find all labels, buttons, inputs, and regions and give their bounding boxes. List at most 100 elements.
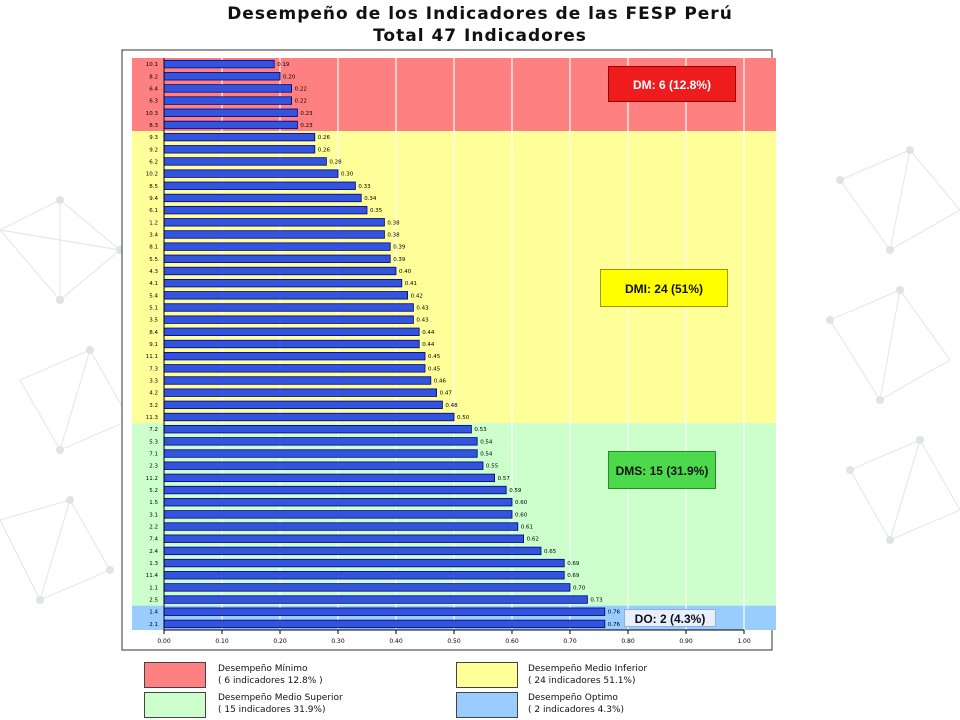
bar [163,205,368,215]
bar [163,522,519,531]
category-label: 4.1 [149,281,158,287]
x-tick-label: 0.20 [273,638,287,645]
category-label: 6.2 [149,159,158,165]
bar [163,108,298,117]
legend-label-dms: Desempeño Medio Superior ( 15 indicadore… [218,692,343,716]
bar [163,412,455,422]
bar-value-label: 0.70 [573,585,586,591]
bar [163,315,414,324]
x-tick-label: 0.70 [563,638,577,645]
bar [163,242,391,251]
bar-value-label: 0.44 [422,330,435,336]
bar-value-label: 0.28 [329,159,342,165]
legend-detail: ( 6 indicadores 12.8% ) [218,676,323,686]
bar [163,303,414,312]
bar [163,193,362,203]
bar-value-label: 0.76 [608,622,621,628]
bar-value-label: 0.23 [300,123,313,129]
bar-value-label: 0.60 [515,512,528,518]
bar-value-label: 0.60 [515,500,528,506]
bar [163,181,356,190]
bar [163,376,432,385]
bar-value-label: 0.35 [370,208,383,214]
chart-title: Desempeño de los Indicadores de las FESP… [227,4,733,24]
category-label: 2.3 [149,464,158,470]
bar [163,510,513,519]
x-tick-label: 0.80 [621,638,635,645]
category-label: 10.2 [146,172,158,178]
bar [163,254,391,263]
bar-value-label: 0.45 [428,366,441,372]
bar-value-label: 0.44 [422,342,435,348]
category-label: 7.3 [149,366,158,372]
bar-value-label: 0.22 [295,86,307,92]
category-label: 5.2 [149,488,158,494]
category-label: 6.4 [149,86,158,92]
bar-value-label: 0.54 [480,439,493,445]
legend-swatch-dm [144,662,206,688]
bar-value-label: 0.39 [393,245,406,251]
category-label: 2.4 [149,549,158,555]
bar [163,218,385,227]
category-label: 1.3 [149,561,158,567]
category-label: 7.2 [149,427,158,433]
category-label: 2.1 [149,622,158,628]
bar-value-label: 0.38 [387,220,400,226]
bar [163,595,588,604]
bar [163,84,292,93]
bar [163,278,403,288]
category-label: 9.1 [149,342,158,348]
bar-value-label: 0.69 [567,573,580,579]
category-label: 5.1 [149,305,158,311]
legend-name: Desempeño Medio Inferior [528,664,648,674]
category-label: 4.3 [149,269,158,275]
bar-value-label: 0.53 [474,427,487,433]
bar-value-label: 0.57 [498,476,511,482]
legend-detail: ( 24 indicadores 51.1%) [528,676,636,686]
bar-value-label: 0.43 [416,305,429,311]
bar-value-label: 0.40 [399,269,412,275]
bar [163,583,571,592]
category-label: 3.4 [149,232,158,238]
legend-swatch-do [456,692,518,718]
category-label: 8.2 [149,74,158,80]
legend-label-dm: Desempeño Mínimo ( 6 indicadores 12.8% ) [218,663,323,687]
bar [163,498,513,507]
bar-value-label: 0.26 [318,135,331,141]
bar-value-label: 0.62 [527,537,539,543]
category-label: 9.3 [149,135,158,141]
category-label: 1.2 [149,220,158,226]
legend-detail: ( 15 indicadores 31.9%) [218,705,326,715]
bar [163,266,397,276]
bar-value-label: 0.22 [295,99,307,105]
bar [163,96,292,105]
category-label: 10.1 [146,62,158,68]
x-tick-label: 0.60 [505,638,519,645]
bar-value-label: 0.30 [341,172,354,178]
x-tick-label: 0.40 [389,638,403,645]
bar [163,169,339,178]
x-tick-label: 0.30 [331,638,345,645]
category-label: 8.1 [149,245,158,251]
x-tick-label: 0.10 [215,638,229,645]
bar [163,145,316,154]
zone-tag-dms: DMS: 15 (31.9%) [608,451,716,489]
bar [163,400,443,410]
category-label: 11.1 [146,354,158,360]
x-tick-label: 1.00 [737,638,751,645]
bar [163,72,281,81]
bar-value-label: 0.19 [277,62,290,68]
bar-value-label: 0.45 [428,354,441,360]
category-label: 9.2 [149,147,158,153]
category-label: 8.4 [149,330,158,336]
category-label: 4.2 [149,391,158,397]
x-tick-label: 0.50 [447,638,461,645]
bar [163,473,496,483]
legend-name: Desempeño Mínimo [218,664,308,674]
bar-value-label: 0.41 [405,281,417,287]
bar-value-label: 0.26 [318,147,331,153]
category-label: 7.1 [149,452,158,458]
bar-value-label: 0.23 [300,111,313,117]
bar [163,157,327,166]
